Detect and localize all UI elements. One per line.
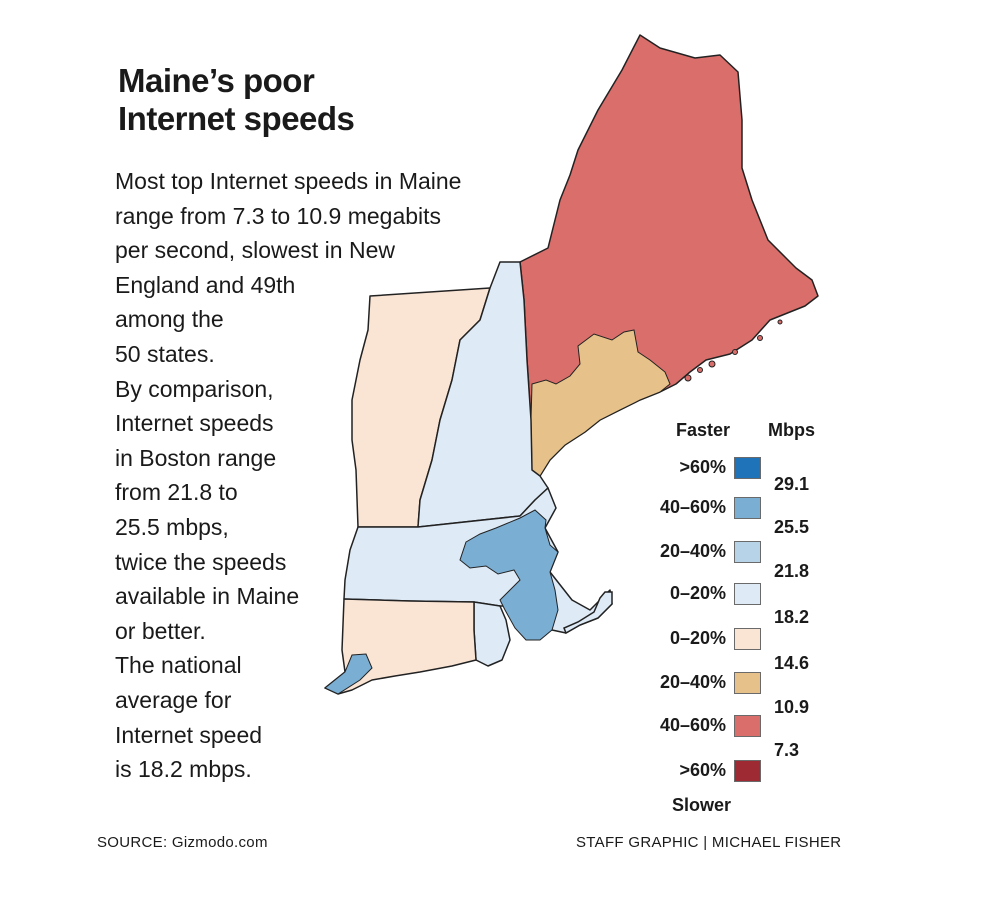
description-line: per second, slowest in New — [115, 237, 395, 264]
description-line: available in Maine — [115, 583, 300, 610]
legend-row-label: 20–40% — [659, 541, 726, 561]
title-line-2: Internet speeds — [118, 100, 355, 137]
map-title: Maine’s poor Internet speeds — [118, 62, 448, 138]
legend-row-label: 40–60% — [659, 497, 726, 517]
legend-swatch — [734, 541, 761, 563]
description-line: from 21.8 to — [115, 479, 238, 506]
rhode-island-region — [473, 601, 511, 667]
legend-row-label: 0–20% — [669, 628, 726, 648]
description-line: among the — [115, 306, 224, 333]
description-line: average for — [115, 686, 232, 713]
legend-row-label: 40–60% — [659, 715, 726, 735]
source-credit: SOURCE: Gizmodo.com — [97, 834, 268, 851]
legend-row-label: >60% — [679, 760, 726, 780]
description-line: Internet speeds — [115, 410, 274, 437]
legend-row-label: >60% — [679, 457, 726, 477]
legend-mbps-label: Mbps — [768, 420, 815, 440]
legend-swatch — [734, 497, 761, 519]
description-line: 25.5 mbps, — [115, 513, 229, 540]
legend-break-label: 14.6 — [774, 653, 810, 673]
boston-area-region — [459, 509, 559, 641]
legend-break-label: 25.5 — [774, 517, 810, 537]
maine-coast-islands — [684, 319, 783, 382]
legend-swatch — [734, 672, 761, 694]
legend-slower-label: Slower — [672, 795, 732, 815]
description-line: twice the speeds — [115, 548, 287, 575]
description-line: or better. — [115, 617, 206, 644]
staff-credit: STAFF GRAPHIC | MICHAEL FISHER — [576, 834, 842, 851]
title-line-1: Maine’s poor — [118, 62, 315, 99]
legend-row-label: 20–40% — [659, 672, 726, 692]
description-line: 50 states. — [115, 340, 215, 367]
legend-swatch — [734, 760, 761, 782]
description-line: in Boston range — [115, 444, 277, 471]
legend-break-label: 10.9 — [774, 697, 810, 717]
description-line: The national — [115, 652, 242, 679]
description-line: range from 7.3 to 10.9 megabits — [115, 202, 442, 229]
legend-swatch — [734, 583, 761, 605]
cape-cod-region — [563, 591, 613, 635]
legend-break-label: 29.1 — [774, 474, 810, 494]
description-line: By comparison, — [115, 375, 274, 402]
legend-swatch — [734, 628, 761, 650]
description-text: Most top Internet speeds in Maine range … — [115, 164, 461, 787]
description-line: Most top Internet speeds in Maine — [115, 168, 462, 194]
description-line: is 18.2 mbps. — [115, 756, 252, 783]
southern-maine-region — [530, 329, 671, 477]
description-line: England and 49th — [115, 271, 296, 298]
connecticut-coast-region — [324, 653, 373, 695]
legend-swatch — [734, 457, 761, 479]
legend-break-label: 7.3 — [774, 740, 800, 760]
legend-row-label: 0–20% — [669, 583, 726, 603]
description-line: Internet speed — [115, 721, 263, 748]
legend-break-label: 18.2 — [774, 607, 810, 627]
legend-break-label: 21.8 — [774, 561, 810, 581]
legend-faster-label: Faster — [676, 420, 731, 440]
legend-swatch — [734, 715, 761, 737]
